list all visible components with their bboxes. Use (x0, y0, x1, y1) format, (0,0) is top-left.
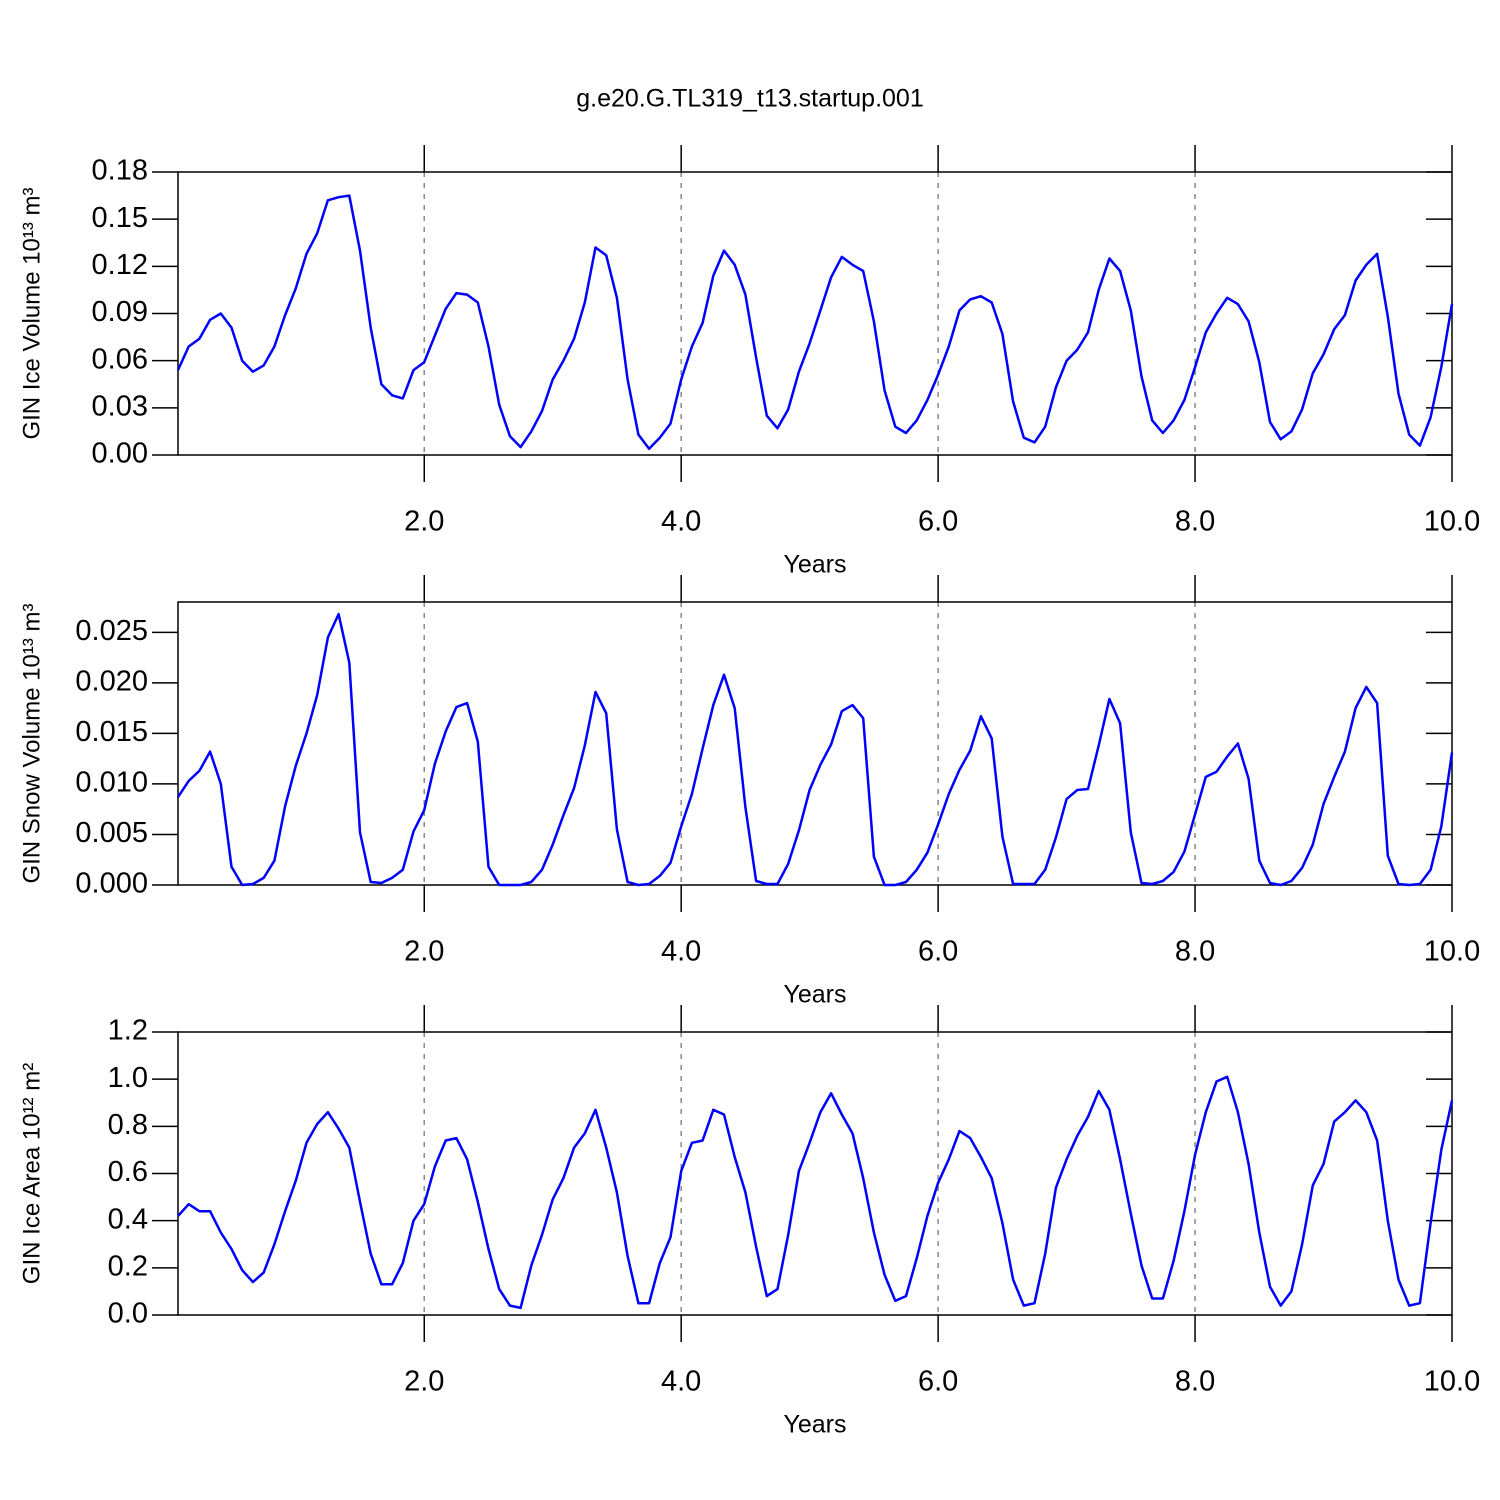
y-tick-label: 0.005 (75, 817, 148, 849)
data-line (176, 612, 1454, 887)
x-tick-label: 4.0 (661, 936, 701, 968)
y-tick-label: 0.000 (75, 868, 148, 900)
data-line (176, 194, 1454, 450)
x-tick-label: 6.0 (918, 1366, 958, 1398)
y-tick-label: 0.025 (75, 615, 148, 647)
y-axis-label: GIN Ice Volume 10¹³ m³ (18, 187, 45, 439)
data-line (177, 1075, 1454, 1310)
x-tick-label: 2.0 (404, 936, 444, 968)
x-tick-label: 10.0 (1424, 1366, 1480, 1398)
x-tick-label: 8.0 (1175, 936, 1215, 968)
x-axis-label: Years (783, 551, 846, 579)
x-axis-label: Years (783, 1411, 846, 1439)
x-axis-label: Years (783, 981, 846, 1009)
x-tick-label: 10.0 (1424, 936, 1480, 968)
y-tick-label: 0.0 (108, 1298, 148, 1330)
y-tick-label: 0.2 (108, 1250, 148, 1282)
y-tick-label: 1.0 (108, 1062, 148, 1094)
x-tick-label: 4.0 (661, 506, 701, 538)
y-tick-label: 0.15 (92, 202, 148, 234)
y-tick-label: 0.18 (92, 155, 148, 187)
x-tick-label: 10.0 (1424, 506, 1480, 538)
y-tick-label: 0.06 (92, 343, 148, 375)
y-tick-label: 0.4 (108, 1203, 148, 1235)
y-tick-label: 0.020 (75, 666, 148, 698)
x-tick-label: 8.0 (1175, 506, 1215, 538)
y-tick-label: 0.09 (92, 296, 148, 328)
y-axis-label: GIN Snow Volume 10¹³ m³ (18, 603, 45, 883)
x-tick-label: 2.0 (404, 506, 444, 538)
y-tick-label: 1.2 (108, 1015, 148, 1047)
y-tick-label: 0.03 (92, 390, 148, 422)
y-tick-label: 0.010 (75, 767, 148, 799)
y-axis-label: GIN Ice Area 10¹² m² (18, 1063, 45, 1284)
x-tick-label: 6.0 (918, 506, 958, 538)
y-tick-label: 0.8 (108, 1109, 148, 1141)
x-tick-label: 8.0 (1175, 1366, 1215, 1398)
x-tick-label: 6.0 (918, 936, 958, 968)
y-tick-label: 0.015 (75, 716, 148, 748)
x-tick-label: 4.0 (661, 1366, 701, 1398)
figure-title: g.e20.G.TL319_t13.startup.001 (576, 85, 923, 113)
plot-frame (177, 171, 1453, 456)
plot-frame (177, 601, 1453, 886)
x-tick-label: 2.0 (404, 1366, 444, 1398)
plot-frame (177, 1031, 1453, 1316)
y-tick-label: 0.6 (108, 1156, 148, 1188)
y-tick-label: 0.12 (92, 249, 148, 281)
y-tick-label: 0.00 (92, 438, 148, 470)
